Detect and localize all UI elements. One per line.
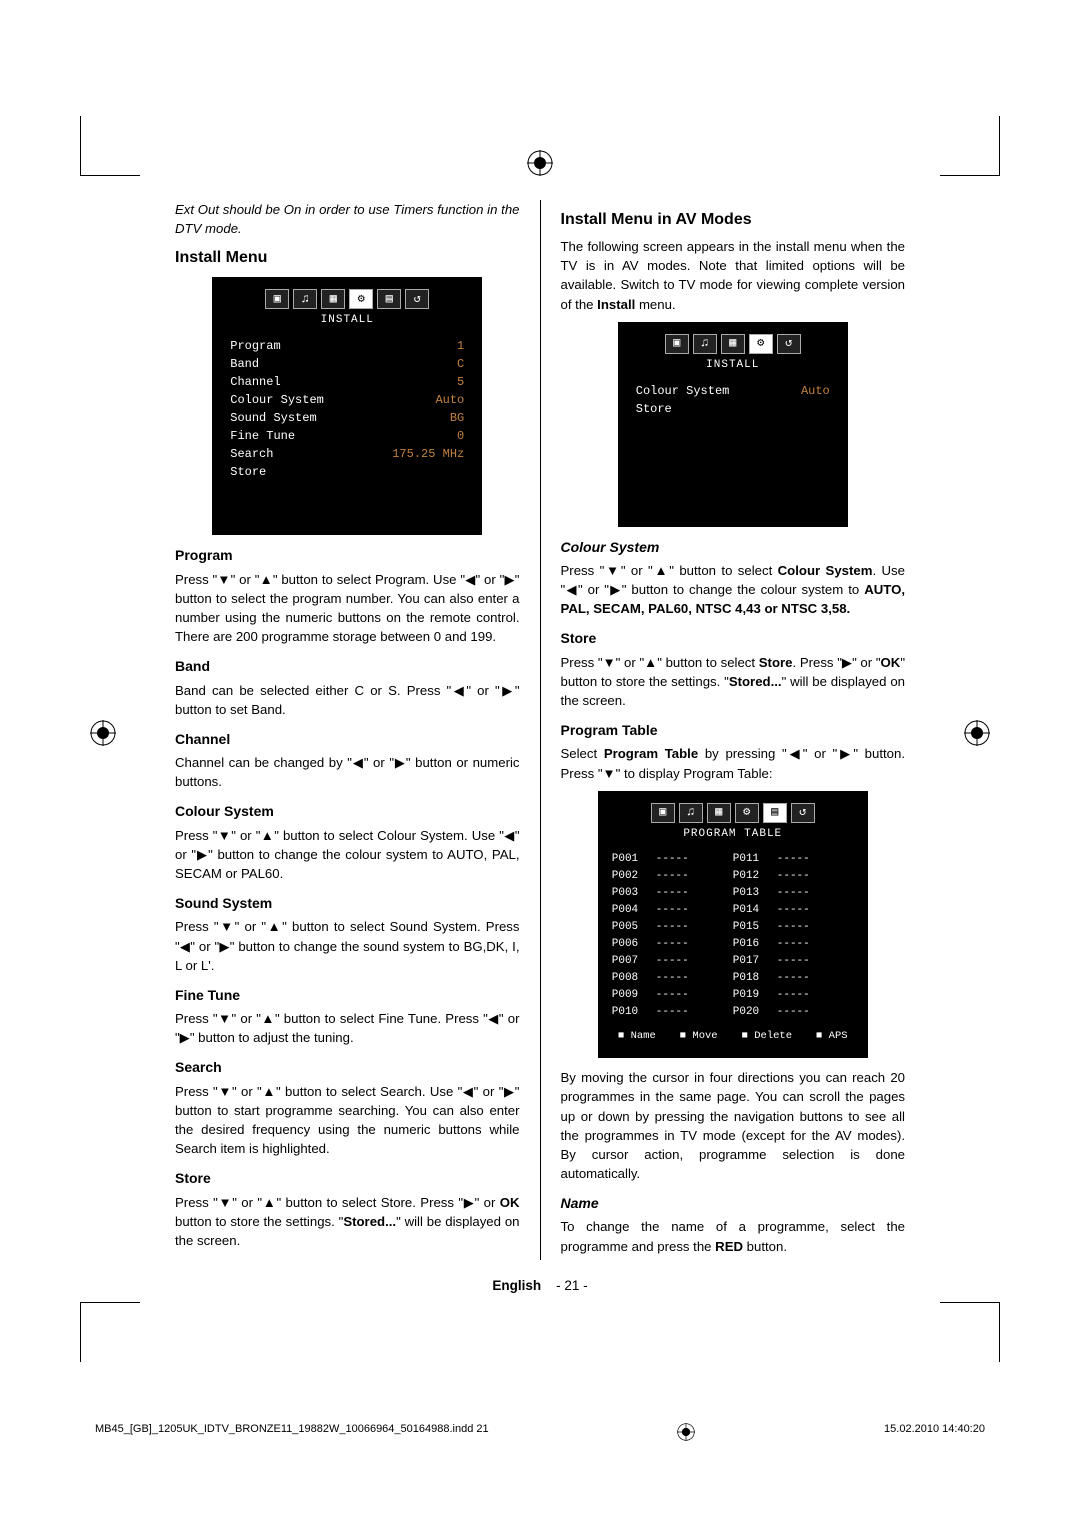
manual-page: Ext Out should be On in order to use Tim… xyxy=(0,0,1080,1383)
osd-row: Sound SystemBG xyxy=(212,409,482,427)
program-table-heading: Program Table xyxy=(561,720,906,740)
osd-tab-icon: ▤ xyxy=(377,289,401,309)
osd-tab-icon: ↺ xyxy=(791,803,815,823)
osd-row: Channel5 xyxy=(212,373,482,391)
store-text: Press "▼" or "▲" button to select Store.… xyxy=(175,1193,520,1250)
print-footer: MB45_[GB]_1205UK_IDTV_BRONZE11_19882W_10… xyxy=(0,1383,1080,1441)
page-footer: English - 21 - xyxy=(175,1278,905,1293)
osd-program-row: P007-----P017----- xyxy=(598,953,868,970)
fine-tune-heading: Fine Tune xyxy=(175,985,520,1005)
footer-page-number: - 21 - xyxy=(556,1278,588,1293)
colour-system-text: Press "▼" or "▲" button to select Colour… xyxy=(175,826,520,883)
dtv-note: Ext Out should be On in order to use Tim… xyxy=(175,200,520,238)
program-text: Press "▼" or "▲" button to select Progra… xyxy=(175,570,520,647)
store-av-heading: Store xyxy=(561,628,906,648)
crop-mark xyxy=(80,175,140,215)
osd-tab-icon: ⚙ xyxy=(349,289,373,309)
osd-legend-item: Delete xyxy=(742,1029,792,1044)
colour-system-av-heading: Colour System xyxy=(561,537,906,557)
search-text: Press "▼" or "▲" button to select Search… xyxy=(175,1082,520,1159)
osd-tab-icon: ▣ xyxy=(651,803,675,823)
channel-heading: Channel xyxy=(175,729,520,749)
band-heading: Band xyxy=(175,656,520,676)
right-column: Install Menu in AV Modes The following s… xyxy=(561,200,906,1260)
crop-mark xyxy=(80,1263,140,1303)
osd-tab-row: ▣♫▦⚙↺ xyxy=(618,330,848,356)
osd-tab-row: ▣♫▦⚙▤↺ xyxy=(212,285,482,311)
osd-row: Search175.25 MHz xyxy=(212,445,482,463)
osd-legend-item: Name xyxy=(618,1029,656,1044)
registration-mark-bottom xyxy=(677,1423,695,1441)
print-file-path: MB45_[GB]_1205UK_IDTV_BRONZE11_19882W_10… xyxy=(95,1423,489,1441)
osd-row: Colour SystemAuto xyxy=(618,382,848,400)
osd-title: INSTALL xyxy=(618,358,848,374)
registration-mark-top xyxy=(527,150,553,176)
install-menu-heading: Install Menu xyxy=(175,246,520,269)
osd-row: Store xyxy=(618,400,848,418)
av-modes-heading: Install Menu in AV Modes xyxy=(561,208,906,231)
osd-legend-item: Move xyxy=(680,1029,718,1044)
osd-program-row: P002-----P012----- xyxy=(598,868,868,885)
left-column: Ext Out should be On in order to use Tim… xyxy=(175,200,520,1260)
osd-program-row: P008-----P018----- xyxy=(598,970,868,987)
registration-mark-left xyxy=(90,720,116,746)
osd-program-row: P001-----P011----- xyxy=(598,851,868,868)
search-heading: Search xyxy=(175,1057,520,1077)
content-columns: Ext Out should be On in order to use Tim… xyxy=(175,200,905,1260)
program-table-after-text: By moving the cursor in four directions … xyxy=(561,1068,906,1183)
osd-tab-icon: ▣ xyxy=(265,289,289,309)
osd-tab-icon: ⚙ xyxy=(735,803,759,823)
osd-install-menu: ▣♫▦⚙▤↺ INSTALL Program1BandCChannel5Colo… xyxy=(212,277,482,535)
osd-title: INSTALL xyxy=(212,313,482,329)
osd-program-row: P010-----P020----- xyxy=(598,1004,868,1021)
osd-tab-icon: ▦ xyxy=(321,289,345,309)
osd-tab-icon: ▣ xyxy=(665,334,689,354)
osd-program-table: ▣♫▦⚙▤↺ PROGRAM TABLE P001-----P011-----P… xyxy=(598,791,868,1059)
osd-legend: Name Move Delete APS xyxy=(598,1021,868,1044)
osd-row: Colour SystemAuto xyxy=(212,391,482,409)
osd-row: Fine Tune0 xyxy=(212,427,482,445)
program-table-text: Select Program Table by pressing "◀" or … xyxy=(561,744,906,782)
osd-tab-icon: ▦ xyxy=(707,803,731,823)
osd-program-row: P004-----P014----- xyxy=(598,902,868,919)
osd-program-row: P003-----P013----- xyxy=(598,885,868,902)
registration-mark-right xyxy=(964,720,990,746)
osd-row: BandC xyxy=(212,355,482,373)
osd-row: Program1 xyxy=(212,337,482,355)
band-text: Band can be selected either C or S. Pres… xyxy=(175,681,520,719)
osd-tab-icon: ♫ xyxy=(679,803,703,823)
osd-tab-icon: ↺ xyxy=(405,289,429,309)
crop-mark xyxy=(940,175,1000,215)
osd-legend-item: APS xyxy=(816,1029,848,1044)
osd-program-row: P009-----P019----- xyxy=(598,987,868,1004)
osd-tab-row: ▣♫▦⚙▤↺ xyxy=(598,799,868,825)
store-heading: Store xyxy=(175,1168,520,1188)
crop-mark xyxy=(940,1263,1000,1303)
sound-system-heading: Sound System xyxy=(175,893,520,913)
osd-program-row: P006-----P016----- xyxy=(598,936,868,953)
name-text: To change the name of a programme, selec… xyxy=(561,1217,906,1255)
print-timestamp: 15.02.2010 14:40:20 xyxy=(884,1423,985,1441)
osd-tab-icon: ▦ xyxy=(721,334,745,354)
osd-tab-icon: ♫ xyxy=(293,289,317,309)
footer-language: English xyxy=(492,1278,541,1293)
colour-system-heading: Colour System xyxy=(175,801,520,821)
osd-install-av: ▣♫▦⚙↺ INSTALL Colour SystemAutoStore xyxy=(618,322,848,527)
osd-tab-icon: ▤ xyxy=(763,803,787,823)
store-av-text: Press "▼" or "▲" button to select Store.… xyxy=(561,653,906,710)
osd-row: Store xyxy=(212,463,482,481)
sound-system-text: Press "▼" or "▲" button to select Sound … xyxy=(175,917,520,974)
osd-tab-icon: ♫ xyxy=(693,334,717,354)
channel-text: Channel can be changed by "◀" or "▶" but… xyxy=(175,753,520,791)
name-heading: Name xyxy=(561,1193,906,1213)
program-heading: Program xyxy=(175,545,520,565)
av-modes-text: The following screen appears in the inst… xyxy=(561,237,906,314)
column-divider xyxy=(540,200,541,1260)
fine-tune-text: Press "▼" or "▲" button to select Fine T… xyxy=(175,1009,520,1047)
osd-tab-icon: ⚙ xyxy=(749,334,773,354)
osd-title: PROGRAM TABLE xyxy=(598,827,868,843)
colour-system-av-text: Press "▼" or "▲" button to select Colour… xyxy=(561,561,906,618)
osd-tab-icon: ↺ xyxy=(777,334,801,354)
osd-program-row: P005-----P015----- xyxy=(598,919,868,936)
